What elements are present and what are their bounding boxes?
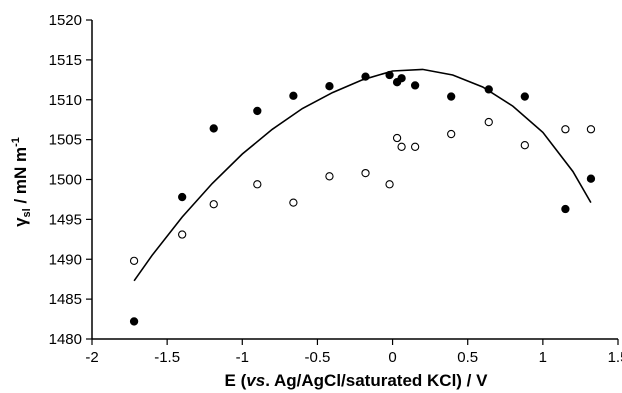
y-axis-ticks: 1480 1485 1490 1495 1500 1505 1510 1515 1520 [49,12,92,348]
data-points [129,70,596,326]
y-tick-label: 1500 [49,172,82,189]
filled-data-point [361,72,370,81]
x-tick-label: -0.5 [304,349,330,366]
y-tick-label: 1485 [49,291,82,308]
x-tick-label: -1.5 [154,349,180,366]
x-tick-label: 1.5 [608,349,622,366]
x-axis-title: E (vs. Ag/AgCl/saturated KCl) / V [225,371,489,390]
x-tick-label: 0 [388,349,396,366]
open-data-point [209,200,218,209]
y-axis-title: γsl / mN m-1 [10,137,33,227]
filled-data-point [484,85,493,94]
x-axis-ticks: -2 -1.5 -1 -0.5 0 0.5 1 1.5 [85,339,622,366]
open-data-point [447,129,456,139]
x-tick-label: -1 [236,349,249,366]
open-data-point [397,142,406,151]
filled-data-point [289,91,298,100]
filled-data-point [410,81,420,90]
open-data-point [385,180,394,189]
filled-data-point [129,317,139,326]
filled-data-point [520,92,529,101]
fit-curve [133,68,592,282]
open-data-point [484,117,493,127]
axes [91,20,618,340]
x-tick-label: 0.5 [457,349,478,366]
open-data-point [361,168,370,178]
filled-data-point [397,74,406,83]
filled-data-point [385,70,394,80]
filled-data-point [209,124,218,133]
open-data-point [392,133,402,143]
open-data-point [129,256,139,265]
open-data-point [586,125,596,134]
x-tick-label: 1 [539,349,547,366]
open-data-point [561,125,570,134]
open-data-point [325,172,334,181]
fit-curve-layer [133,68,592,282]
filled-data-point [253,106,262,116]
y-tick-label: 1510 [49,92,82,109]
open-data-point [410,142,420,151]
open-data-point [178,230,187,239]
filled-data-point [447,92,456,101]
y-tick-label: 1495 [49,211,82,228]
y-tick-label: 1505 [49,132,82,149]
y-tick-label: 1515 [49,52,82,69]
filled-data-point [325,82,334,91]
filled-data-point [561,204,570,214]
filled-data-point [178,192,187,202]
open-data-point [253,180,262,189]
x-tick-label: -2 [85,349,98,366]
filled-data-point [586,174,596,183]
open-data-point [289,198,298,207]
y-tick-label: 1520 [49,12,82,29]
open-data-point [520,141,529,150]
y-tick-label: 1490 [49,251,82,268]
y-tick-label: 1480 [49,331,82,348]
